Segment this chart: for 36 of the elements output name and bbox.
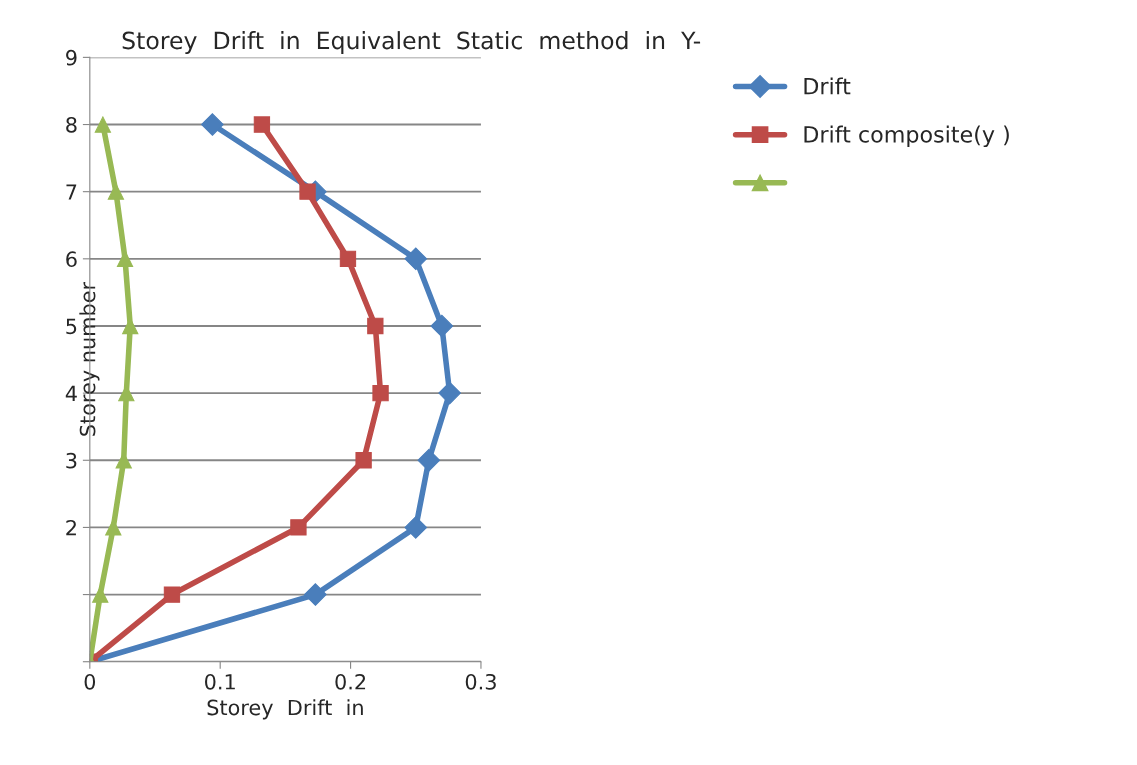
point: [290, 519, 307, 536]
point: [201, 113, 224, 136]
legend-label: Drift: [804, 77, 851, 95]
point: [372, 384, 389, 402]
y-tick-label: 7: [66, 184, 77, 200]
x-tick-label: 0.3: [465, 673, 496, 690]
point: [355, 452, 372, 469]
point: [92, 586, 109, 603]
y-axis-title: Storey number: [79, 281, 100, 436]
point: [163, 586, 181, 603]
point: [339, 250, 357, 267]
y-tick-label: 6: [66, 251, 77, 268]
y-tick-label: 9: [66, 49, 77, 66]
point: [430, 314, 454, 338]
x-tick-label: 0.2: [335, 673, 366, 690]
y-tick-label: 5: [66, 318, 77, 335]
x-tick-label: 0: [84, 673, 96, 690]
y-tick-label: 3: [66, 452, 77, 469]
point: [94, 116, 112, 133]
y-tick-label: 4: [65, 385, 77, 402]
y-tick-label: 8: [66, 116, 77, 133]
legend-label: Drift composite(y ): [804, 125, 1009, 148]
point: [253, 116, 271, 133]
point: [304, 583, 327, 606]
point: [404, 247, 428, 271]
point: [299, 183, 316, 200]
x-tick-label: 0.1: [205, 673, 235, 690]
point: [417, 448, 441, 472]
chart-title: Storey Drift in Equivalent Static method in Y-: [122, 31, 701, 54]
point: [404, 516, 428, 539]
point: [367, 317, 384, 335]
point: [105, 519, 122, 536]
point: [107, 183, 125, 200]
x-axis-title: Storey Drift in: [207, 699, 363, 720]
point: [438, 381, 461, 405]
y-tick-label: 2: [66, 519, 76, 536]
